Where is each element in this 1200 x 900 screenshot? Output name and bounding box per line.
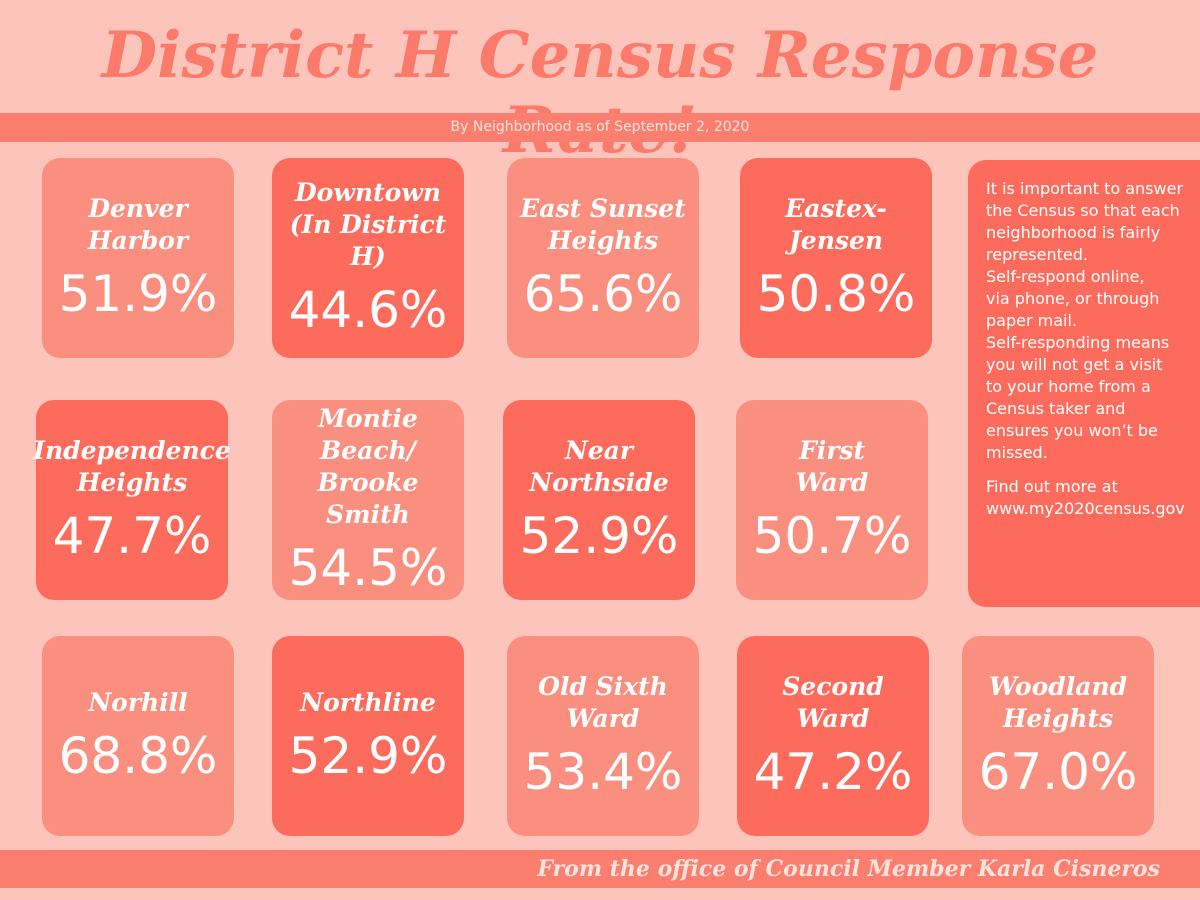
response-rate: 67.0%: [978, 743, 1138, 801]
neighborhood-tile: Second Ward 47.2%: [737, 636, 929, 836]
info-line: Find out more at: [986, 477, 1118, 496]
info-box: It is important to answer the Census so t…: [968, 160, 1200, 607]
neighborhood-tile: Montie Beach/Brooke Smith 54.5%: [272, 400, 464, 600]
response-rate: 52.9%: [519, 507, 679, 565]
response-rate: 52.9%: [288, 727, 448, 785]
neighborhood-tile: Near Northside 52.9%: [503, 400, 695, 600]
neighborhood-name: Heights: [1002, 704, 1114, 733]
info-paragraph: Find out more at www.my2020census.gov: [986, 476, 1190, 520]
neighborhood-name: Near: [564, 436, 634, 465]
response-rate: 68.8%: [58, 727, 218, 785]
neighborhood-name: Old Sixth: [538, 672, 668, 701]
response-rate: 47.2%: [753, 743, 913, 801]
neighborhood-tile: Old Sixth Ward 53.4%: [507, 636, 699, 836]
neighborhood-tile: East Sunset Heights 65.6%: [507, 158, 699, 358]
neighborhood-name: Heights: [547, 226, 659, 255]
subtitle: By Neighborhood as of September 2, 2020: [0, 113, 1200, 142]
neighborhood-name: Eastex-: [785, 194, 887, 223]
neighborhood-tile: Independence Heights 47.7%: [33, 400, 231, 600]
neighborhood-name: Ward: [566, 704, 640, 733]
neighborhood-name: Downtown: [295, 178, 441, 207]
info-line: Self-respond online,: [986, 267, 1145, 286]
neighborhood-name: Brooke Smith: [317, 468, 419, 529]
info-line: Census taker and: [986, 399, 1126, 418]
info-paragraph: It is important to answer the Census so t…: [986, 178, 1190, 464]
neighborhood-name: Northline: [300, 688, 436, 717]
info-line: via phone, or through: [986, 289, 1160, 308]
info-line: you will not get a visit: [986, 355, 1163, 374]
neighborhood-name: (In District H): [289, 210, 447, 271]
response-rate: 50.8%: [756, 265, 916, 323]
footer: From the office of Council Member Karla …: [0, 850, 1200, 888]
response-rate: 50.7%: [752, 507, 912, 565]
info-line: represented.: [986, 245, 1088, 264]
info-line: paper mail.: [986, 311, 1077, 330]
info-line: the Census so that each: [986, 201, 1180, 220]
response-rate: 54.5%: [288, 539, 448, 597]
neighborhood-name: Second: [782, 672, 884, 701]
info-line: It is important to answer: [986, 179, 1184, 198]
neighborhood-tile: Denver Harbor 51.9%: [42, 158, 234, 358]
info-line: neighborhood is fairly: [986, 223, 1161, 242]
response-rate: 44.6%: [288, 281, 448, 339]
neighborhood-name: Norhill: [88, 688, 188, 717]
neighborhood-name: Montie Beach/: [318, 404, 418, 465]
info-line: www.my2020census.gov: [986, 499, 1185, 518]
neighborhood-tile: Woodland Heights 67.0%: [962, 636, 1154, 836]
neighborhood-name: Northside: [529, 468, 669, 497]
neighborhood-name: Denver: [88, 194, 188, 223]
neighborhood-name: Heights: [76, 468, 188, 497]
neighborhood-name: Ward: [796, 704, 870, 733]
neighborhood-name: Harbor: [87, 226, 189, 255]
response-rate: 53.4%: [523, 743, 683, 801]
neighborhood-name: First: [798, 436, 866, 465]
neighborhood-name: Woodland: [988, 672, 1128, 701]
info-line: ensures you won’t be: [986, 421, 1158, 440]
response-rate: 51.9%: [58, 265, 218, 323]
neighborhood-name: Ward: [795, 468, 869, 497]
info-line: Self-responding means: [986, 333, 1170, 352]
neighborhood-tile: Eastex- Jensen 50.8%: [740, 158, 932, 358]
neighborhood-tile: First Ward 50.7%: [736, 400, 928, 600]
info-line: missed.: [986, 443, 1048, 462]
title: District H Census Response Rate!: [101, 18, 1099, 168]
info-line: to your home from a: [986, 377, 1151, 396]
neighborhood-name: Jensen: [788, 226, 884, 255]
neighborhood-name: East Sunset: [520, 194, 686, 223]
neighborhood-tile: Norhill 68.8%: [42, 636, 234, 836]
neighborhood-tile: Northline 52.9%: [272, 636, 464, 836]
neighborhood-tile: Downtown (In District H) 44.6%: [272, 158, 464, 358]
neighborhood-name: Independence: [33, 436, 231, 465]
response-rate: 47.7%: [52, 507, 212, 565]
response-rate: 65.6%: [523, 265, 683, 323]
